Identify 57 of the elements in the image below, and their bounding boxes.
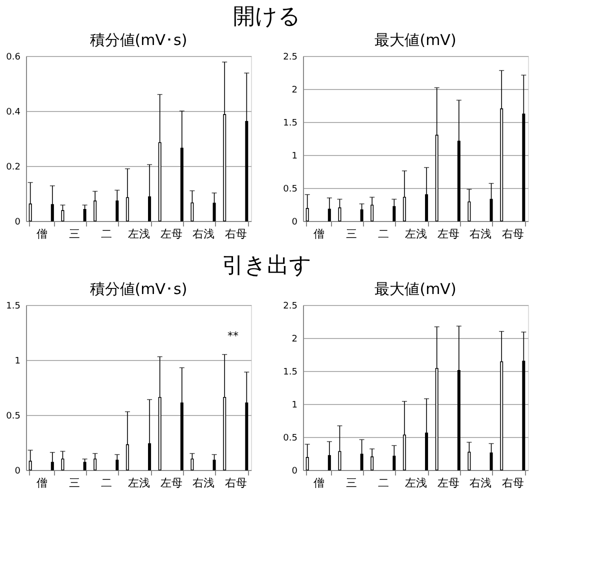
y-tick-label: 2.5 bbox=[283, 52, 298, 62]
y-tick-label: 1 bbox=[292, 152, 298, 162]
y-tick-label: 2.5 bbox=[283, 302, 298, 312]
x-tick-label: 左浅 bbox=[405, 476, 427, 490]
x-tick-label: 三 bbox=[346, 228, 357, 240]
x-tick-label: 左母 bbox=[160, 228, 182, 240]
text: 引き出す bbox=[222, 254, 312, 278]
annotation: ** bbox=[228, 329, 239, 342]
y-tick-label: 1 bbox=[14, 356, 20, 366]
x-tick-label: 三 bbox=[68, 228, 80, 240]
y-tick-label: 0 bbox=[292, 466, 298, 476]
x-tick-label: 右浅 bbox=[192, 476, 215, 490]
chart-title: 積分値(mV･s) bbox=[90, 31, 188, 49]
x-tick-label: 右母 bbox=[502, 476, 524, 490]
x-tick-label: 右母 bbox=[225, 228, 248, 240]
x-tick-label: 左母 bbox=[437, 228, 460, 240]
x-tick-label: 僧 bbox=[36, 228, 48, 240]
x-tick-label: 右母 bbox=[225, 476, 248, 490]
x-tick-label: 僧 bbox=[313, 476, 324, 490]
x-tick-label: 僧 bbox=[36, 476, 48, 490]
x-tick-label: 僧 bbox=[313, 228, 324, 240]
x-tick-label: 右母 bbox=[502, 228, 524, 240]
chart-title: 積分値(mV･s) bbox=[90, 280, 188, 298]
y-tick-label: 0.5 bbox=[283, 434, 298, 444]
y-tick-label: 0 bbox=[292, 218, 298, 228]
x-tick-label: 右浅 bbox=[470, 228, 492, 240]
x-tick-label: 二 bbox=[378, 476, 390, 490]
x-tick-label: 左母 bbox=[437, 476, 460, 490]
y-tick-label: 2 bbox=[292, 334, 298, 344]
y-tick-label: 2 bbox=[292, 86, 298, 96]
y-tick-label: 0 bbox=[14, 218, 21, 228]
text: 開ける bbox=[232, 4, 301, 30]
x-tick-label: 左浅 bbox=[405, 228, 427, 240]
y-tick-label: 0.6 bbox=[6, 52, 21, 62]
y-tick-label: 1.5 bbox=[283, 368, 298, 378]
bar bbox=[83, 462, 86, 470]
x-tick-label: 左浅 bbox=[128, 228, 150, 240]
bar bbox=[83, 209, 86, 222]
x-tick-label: 二 bbox=[101, 476, 112, 490]
y-tick-label: 0.5 bbox=[283, 184, 298, 194]
y-tick-label: 1 bbox=[292, 400, 298, 410]
x-tick-label: 左浅 bbox=[128, 476, 150, 490]
x-tick-label: 二 bbox=[378, 228, 390, 240]
y-tick-label: 1.5 bbox=[6, 302, 20, 312]
y-tick-label: 0.5 bbox=[6, 412, 20, 422]
x-tick-label: 左母 bbox=[160, 476, 182, 490]
x-tick-label: 三 bbox=[68, 476, 80, 490]
x-tick-label: 二 bbox=[101, 228, 112, 240]
y-tick-label: 0.2 bbox=[6, 162, 20, 172]
x-tick-label: 右浅 bbox=[192, 228, 215, 240]
chart-title: 最大値(mV) bbox=[374, 280, 456, 298]
y-tick-label: 0 bbox=[14, 466, 21, 476]
y-tick-label: 1.5 bbox=[283, 118, 298, 128]
x-tick-label: 右浅 bbox=[470, 476, 492, 490]
chart-title: 最大値(mV) bbox=[374, 31, 456, 49]
x-tick-label: 三 bbox=[346, 476, 357, 490]
y-tick-label: 0.4 bbox=[6, 108, 21, 118]
